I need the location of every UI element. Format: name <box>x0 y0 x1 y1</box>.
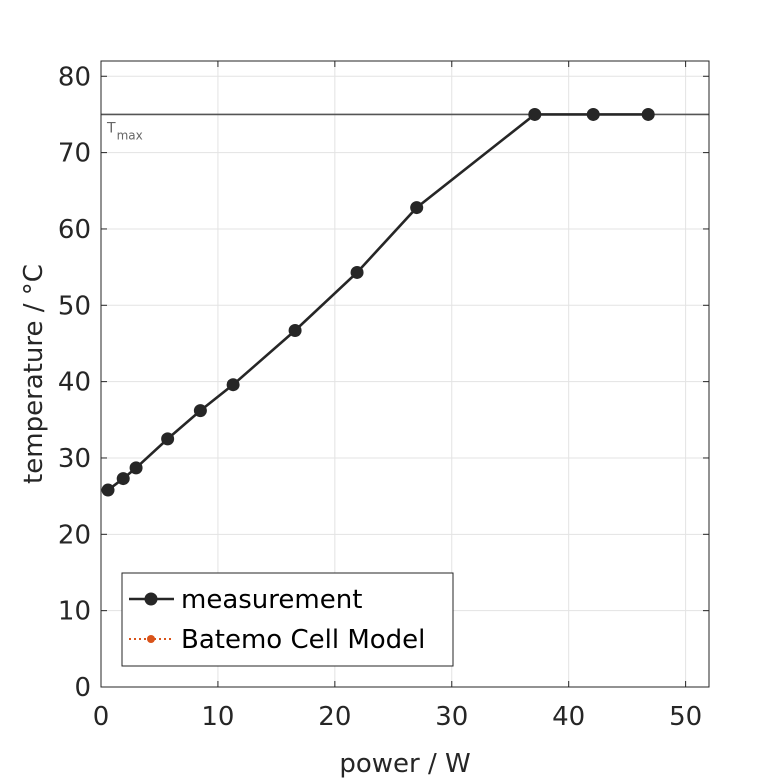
legend-box <box>121 572 454 667</box>
y-tick-label: 30 <box>58 444 91 474</box>
data-point <box>641 107 655 121</box>
y-tick-label: 40 <box>58 368 91 398</box>
data-point <box>528 107 542 121</box>
y-tick-label: 70 <box>58 139 91 169</box>
axes <box>100 60 710 688</box>
x-tick-label: 0 <box>93 702 110 732</box>
legend-label-1: Batemo Cell Model <box>181 625 425 655</box>
series-group <box>101 107 655 497</box>
tmax-label: Tmax <box>106 120 143 142</box>
tick-labels: 0 10 20 30 40 50 0 10 20 30 40 50 60 70 80 <box>58 62 702 732</box>
data-point <box>288 323 302 337</box>
y-tick-label: 80 <box>58 62 91 92</box>
legend: measurement Batemo Cell Model <box>121 572 454 667</box>
plot-frame <box>100 60 710 688</box>
x-tick-label: 50 <box>669 702 702 732</box>
data-point <box>161 432 175 446</box>
data-point <box>116 472 130 486</box>
data-point <box>129 461 143 475</box>
y-tick-label: 50 <box>58 291 91 321</box>
data-point <box>350 265 364 279</box>
data-point <box>193 404 207 418</box>
legend-label-0: measurement <box>181 585 362 615</box>
reference-line-group: Tmax <box>101 113 709 142</box>
y-tick-label: 60 <box>58 215 91 245</box>
data-point <box>101 483 115 497</box>
x-tick-label: 20 <box>318 702 351 732</box>
grid <box>100 61 709 688</box>
x-tick-label: 30 <box>435 702 468 732</box>
x-tick-label: 40 <box>552 702 585 732</box>
legend-marker-1 <box>147 635 155 643</box>
x-tick-label: 10 <box>201 702 234 732</box>
y-tick-label: 0 <box>74 673 91 703</box>
x-axis-title: power / W <box>339 749 470 779</box>
tmax-label-sub: max <box>117 128 143 142</box>
tmax-label-main: T <box>106 120 116 136</box>
y-axis-title: temperature / °C <box>19 264 49 484</box>
series-line-0 <box>107 113 649 492</box>
legend-marker-0 <box>144 592 158 606</box>
data-point <box>586 107 600 121</box>
data-point <box>410 201 424 215</box>
y-tick-label: 10 <box>58 597 91 627</box>
y-tick-label: 20 <box>58 520 91 550</box>
data-point <box>226 378 240 392</box>
